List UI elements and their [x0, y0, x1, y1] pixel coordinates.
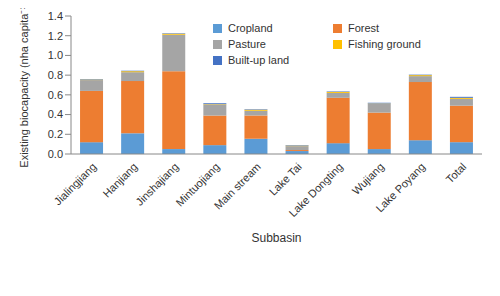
html-text:Fishing ground: Fishing ground — [348, 38, 421, 50]
svg-text:Existing biocapacity (nha capi: Existing biocapacity (nha capita⁻¹) — [18, 8, 30, 168]
svg-text:Lake Dongting: Lake Dongting — [286, 160, 345, 219]
svg-text:0.6: 0.6 — [48, 89, 63, 101]
svg-text:Total: Total — [443, 160, 468, 185]
html-text:Pasture: Pasture — [228, 38, 266, 50]
html-text:Built-up land: Built-up land — [228, 54, 290, 66]
svg-text:Main stream: Main stream — [212, 160, 263, 211]
svg-text:0.4: 0.4 — [48, 108, 63, 120]
svg-text:Subbasin: Subbasin — [251, 231, 301, 245]
svg-text:Jinshajiang: Jinshajiang — [133, 160, 181, 208]
svg-text:0.2: 0.2 — [48, 128, 63, 140]
svg-text:1.4: 1.4 — [48, 10, 63, 22]
svg-text:Mintuojiang: Mintuojiang — [173, 160, 222, 209]
svg-text:Jialingjiang: Jialingjiang — [52, 160, 99, 207]
svg-text:Hanjiang: Hanjiang — [100, 160, 139, 199]
svg-text:0.0: 0.0 — [48, 148, 63, 160]
html-text:Forest: Forest — [348, 22, 380, 34]
html-text:Cropland: Cropland — [228, 22, 273, 34]
svg-text:0.8: 0.8 — [48, 69, 63, 81]
svg-text:1.0: 1.0 — [48, 49, 63, 61]
svg-text:Lake Poyang: Lake Poyang — [373, 160, 427, 214]
svg-text:Lake Tai: Lake Tai — [267, 160, 304, 197]
svg-text:Wujiang: Wujiang — [350, 160, 386, 196]
svg-text:1.2: 1.2 — [48, 30, 63, 42]
